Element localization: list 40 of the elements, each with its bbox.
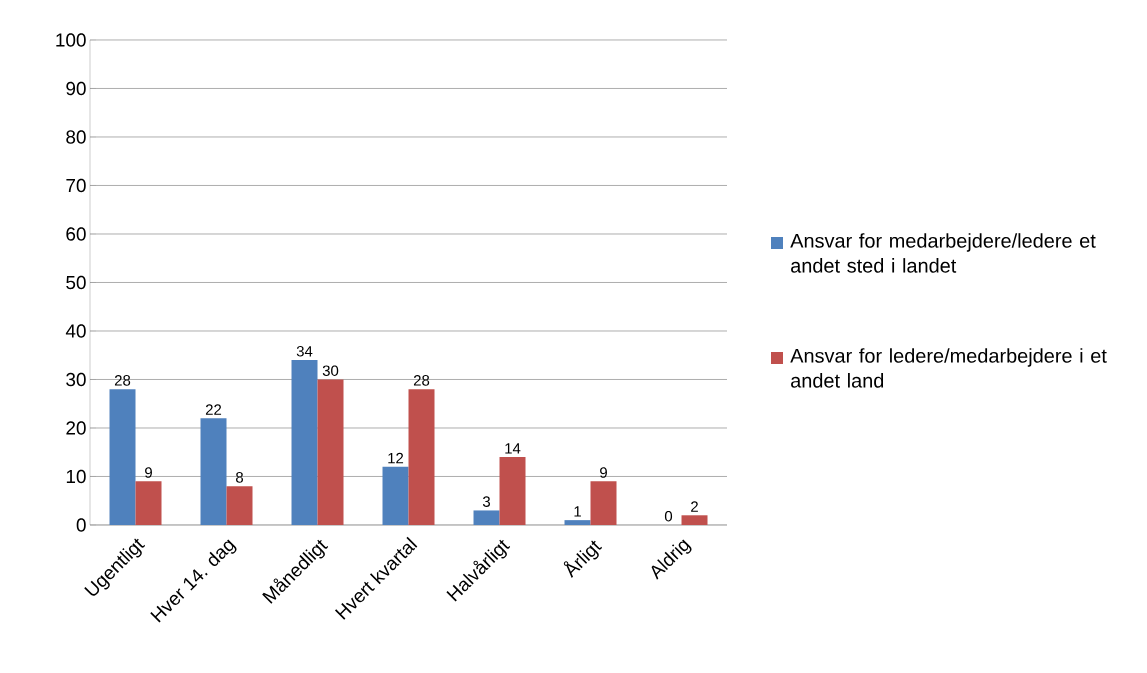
data-label: 3 [482, 496, 491, 507]
data-label: 8 [236, 472, 244, 483]
data-label: 12 [388, 452, 404, 464]
bar [473, 510, 500, 525]
y-tick-label: 0 [76, 518, 86, 532]
bar [200, 418, 227, 525]
bar [109, 389, 136, 525]
bar [135, 481, 162, 525]
bar [499, 457, 526, 525]
legend-label: Ansvar for medarbejdere/ledere et andet sted i landet [790, 233, 1096, 273]
bar [590, 481, 617, 525]
y-tick-label: 100 [56, 33, 86, 47]
bar [226, 486, 253, 525]
y-tick-label: 20 [66, 421, 86, 435]
bar [317, 379, 344, 525]
bar [564, 520, 591, 525]
data-label: 30 [322, 365, 339, 376]
bar [382, 466, 409, 525]
data-label: 0 [664, 510, 673, 522]
data-label: 9 [600, 467, 607, 478]
legend-label: Ansvar for ledere/medarbejdere i et andet land [790, 348, 1107, 388]
bar [291, 360, 318, 525]
bar [408, 389, 435, 525]
data-label: 22 [205, 404, 222, 415]
data-label: 34 [296, 345, 313, 357]
y-tick-label: 40 [65, 324, 86, 338]
y-tick-label: 70 [66, 178, 86, 193]
y-tick-label: 50 [66, 275, 86, 290]
y-tick-label: 80 [66, 130, 86, 144]
y-tick-label: 10 [66, 469, 86, 484]
data-label: 2 [691, 501, 698, 512]
data-label: 28 [413, 375, 430, 386]
y-tick-label: 30 [66, 372, 86, 387]
y-tick-label: 90 [66, 81, 86, 96]
data-label: 1 [574, 506, 581, 517]
data-label: 9 [145, 467, 152, 478]
data-label: 28 [114, 375, 131, 386]
y-tick-label: 60 [66, 227, 86, 241]
bar [681, 515, 708, 525]
data-label: 14 [505, 443, 521, 454]
